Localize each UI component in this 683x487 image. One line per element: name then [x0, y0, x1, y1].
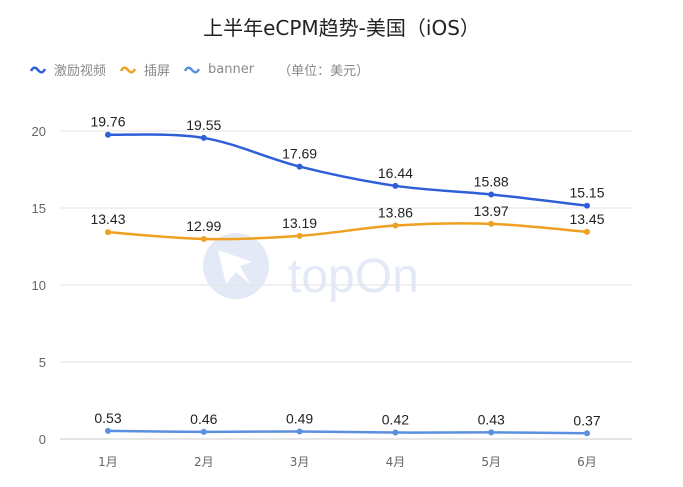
- series-line-插屏: [107, 222, 588, 241]
- x-tick-label: 6月: [577, 455, 597, 469]
- data-label: 13.43: [90, 211, 125, 227]
- chart-title: 上半年eCPM趋势-美国（iOS）: [203, 16, 480, 40]
- y-tick-label: 10: [32, 278, 46, 293]
- data-point[interactable]: [200, 235, 207, 242]
- series-line-banner: [107, 429, 588, 435]
- data-point[interactable]: [392, 429, 399, 436]
- data-point[interactable]: [488, 429, 495, 436]
- data-label: 15.88: [474, 173, 509, 189]
- y-tick-label: 0: [39, 432, 46, 447]
- data-point[interactable]: [296, 428, 303, 435]
- data-point[interactable]: [105, 131, 111, 138]
- y-tick-label: 15: [32, 201, 46, 216]
- x-tick-label: 5月: [481, 455, 501, 469]
- legend-item-插屏[interactable]: 插屏: [120, 60, 170, 79]
- data-point[interactable]: [200, 134, 207, 141]
- data-label: 13.45: [569, 211, 604, 227]
- x-tick-label: 2月: [194, 455, 214, 469]
- legend-label: 插屏: [144, 64, 171, 79]
- legend: 激励视频 插屏 banner （单位：美元）: [30, 60, 369, 79]
- data-label: 13.19: [282, 215, 317, 231]
- data-point[interactable]: [584, 202, 590, 209]
- data-label: 19.55: [186, 117, 221, 133]
- data-point[interactable]: [392, 182, 399, 189]
- y-tick-label: 5: [39, 355, 46, 370]
- legend-label: banner: [208, 62, 255, 77]
- legend-label: 激励视频: [54, 64, 107, 79]
- data-point[interactable]: [200, 428, 207, 435]
- data-point[interactable]: [584, 228, 590, 235]
- wave-icon: [120, 66, 137, 73]
- data-label: 12.99: [186, 218, 221, 234]
- x-tick-label: 3月: [290, 455, 310, 469]
- data-label: 0.37: [573, 412, 600, 428]
- data-label: 0.53: [94, 410, 121, 426]
- unit-note: （单位：美元）: [278, 64, 370, 79]
- data-label: 13.86: [378, 205, 413, 221]
- data-point[interactable]: [488, 191, 495, 198]
- data-label: 0.49: [286, 410, 313, 426]
- legend-item-banner[interactable]: banner: [184, 62, 254, 77]
- data-point[interactable]: [392, 222, 399, 229]
- legend-item-激励视频[interactable]: 激励视频: [30, 60, 106, 79]
- x-tick-label: 4月: [386, 455, 406, 469]
- data-label: 19.76: [90, 114, 125, 130]
- y-tick-label: 20: [32, 124, 46, 139]
- data-point[interactable]: [105, 229, 111, 236]
- data-point[interactable]: [584, 430, 590, 437]
- data-label: 17.69: [282, 146, 317, 162]
- wave-icon: [30, 66, 46, 73]
- data-label: 13.97: [474, 203, 509, 219]
- data-label: 16.44: [378, 165, 413, 181]
- data-point[interactable]: [105, 427, 111, 434]
- svg-text:topOn: topOn: [288, 250, 419, 303]
- data-label: 15.15: [569, 185, 604, 201]
- x-tick-label: 1月: [98, 455, 118, 469]
- data-label: 0.46: [190, 411, 217, 427]
- data-label: 0.43: [478, 411, 505, 427]
- series-line-激励视频: [107, 133, 588, 207]
- watermark: topOn: [203, 233, 419, 303]
- data-label: 0.42: [382, 412, 409, 428]
- wave-icon: [184, 66, 201, 73]
- data-point[interactable]: [296, 232, 303, 239]
- data-point[interactable]: [488, 220, 495, 227]
- data-point[interactable]: [296, 163, 303, 170]
